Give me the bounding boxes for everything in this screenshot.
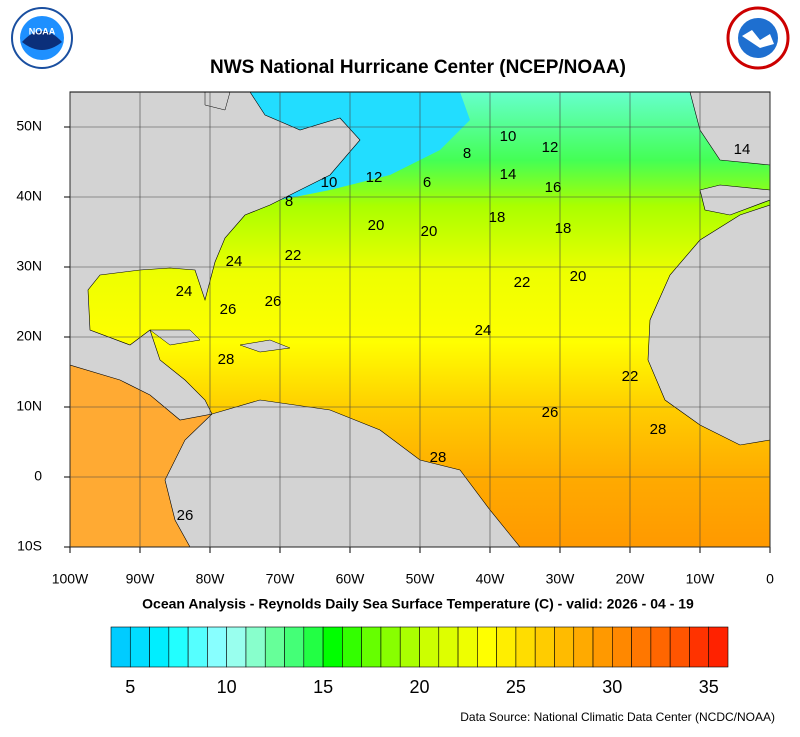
colorbar-label: 25	[506, 677, 526, 697]
contour-label: 28	[650, 421, 667, 438]
colorbar-box	[554, 626, 575, 668]
colorbar-label: 20	[409, 677, 429, 697]
colorbar-box	[419, 626, 440, 668]
y-tick-label: 10S	[17, 538, 42, 554]
y-tick-label: 30N	[16, 258, 42, 274]
contour-label: 26	[542, 404, 559, 421]
contour-label: 24	[176, 283, 193, 300]
caption: Ocean Analysis - Reynolds Daily Sea Surf…	[142, 596, 694, 612]
contour-label: 12	[366, 169, 383, 186]
y-tick-label: 10N	[16, 398, 42, 414]
noaa-logo: NOAA	[11, 7, 73, 69]
x-tick-label: 90W	[126, 571, 156, 587]
x-tick-label: 100W	[52, 571, 89, 587]
source: Data Source: National Climatic Data Cent…	[460, 710, 775, 724]
contour-label: 22	[622, 368, 639, 385]
islands	[149, 92, 291, 353]
contour-label: 24	[475, 322, 492, 339]
contour-label: 26	[220, 301, 237, 318]
colorbar-box	[573, 626, 594, 668]
x-tick-label: 70W	[266, 571, 296, 587]
x-tick-label: 40W	[476, 571, 506, 587]
colorbar-box	[534, 626, 555, 668]
colorbar-box	[650, 626, 671, 668]
colorbar-box	[438, 626, 459, 668]
colorbar-box	[303, 626, 324, 668]
colorbar-box	[264, 626, 285, 668]
colorbar-box	[380, 626, 401, 668]
colorbar-box	[187, 626, 208, 668]
x-tick-label: 10W	[686, 571, 716, 587]
contour-label: 18	[489, 209, 506, 226]
x-tick-label: 30W	[546, 571, 576, 587]
colorbar-box	[342, 626, 362, 668]
contour-label: 8	[463, 145, 471, 162]
x-tick-label: 50W	[406, 571, 436, 587]
contour-label: 24	[226, 253, 243, 270]
colorbar-box	[631, 626, 652, 668]
colorbar-box	[110, 626, 131, 668]
contour-label: 16	[545, 179, 562, 196]
contour-label: 20	[368, 217, 385, 234]
colorbar-box	[399, 626, 420, 668]
contour-label: 20	[570, 268, 587, 285]
colorbar-box	[612, 626, 632, 668]
contour-label: 12	[542, 139, 559, 156]
contour-label: 10	[321, 174, 338, 191]
colorbar-box	[708, 626, 729, 668]
colorbar-label: 5	[125, 677, 135, 697]
colorbar-label: 30	[602, 677, 622, 697]
colorbar-box	[322, 626, 343, 668]
contour-label: 28	[218, 351, 235, 368]
colorbar-box	[226, 626, 247, 668]
contour-label: 20	[421, 223, 438, 240]
contour-label: 8	[285, 193, 293, 210]
x-tick-label: 60W	[336, 571, 366, 587]
colorbar-label: 35	[699, 677, 719, 697]
colorbar-box	[592, 626, 613, 668]
x-tick-label: 0	[766, 571, 774, 587]
contour-label: 26	[265, 293, 282, 310]
colorbar-label: 10	[217, 677, 237, 697]
colorbar-box	[284, 626, 305, 668]
contour-label: 28	[430, 449, 447, 466]
y-tick-label: 50N	[16, 118, 42, 134]
colorbar-box	[361, 626, 382, 668]
colorbar-box	[515, 626, 536, 668]
contour-label: 6	[423, 174, 431, 191]
contour-label: 22	[285, 247, 302, 264]
contour-label: 14	[500, 166, 517, 183]
colorbar-box	[689, 626, 710, 668]
x-tick-label: 20W	[616, 571, 646, 587]
x-tick-label: 80W	[196, 571, 226, 587]
y-tick-label: 0	[34, 468, 42, 484]
colorbar-box	[669, 626, 690, 668]
colorbar-box	[477, 626, 497, 668]
contour-label: 10	[500, 128, 517, 145]
north-america	[70, 92, 361, 421]
title: NWS National Hurricane Center (NCEP/NOAA…	[210, 57, 626, 78]
colorbar-box	[496, 626, 517, 668]
contour-label: 18	[555, 220, 572, 237]
nws-logo	[726, 6, 790, 70]
colorbar-box	[129, 626, 150, 668]
contour-label: 22	[514, 274, 531, 291]
colorbar-box	[245, 626, 266, 668]
colorbar-box	[168, 626, 189, 668]
y-tick-label: 40N	[16, 188, 42, 204]
europe	[689, 92, 770, 216]
africa	[647, 204, 770, 446]
logo-text: NOAA	[29, 26, 56, 36]
colorbar-box	[457, 626, 478, 668]
colorbar-box	[149, 626, 170, 668]
contour-label: 26	[177, 507, 194, 524]
contour-label: 14	[734, 141, 751, 158]
colorbar-label: 15	[313, 677, 333, 697]
y-tick-label: 20N	[16, 328, 42, 344]
colorbar-box	[207, 626, 227, 668]
